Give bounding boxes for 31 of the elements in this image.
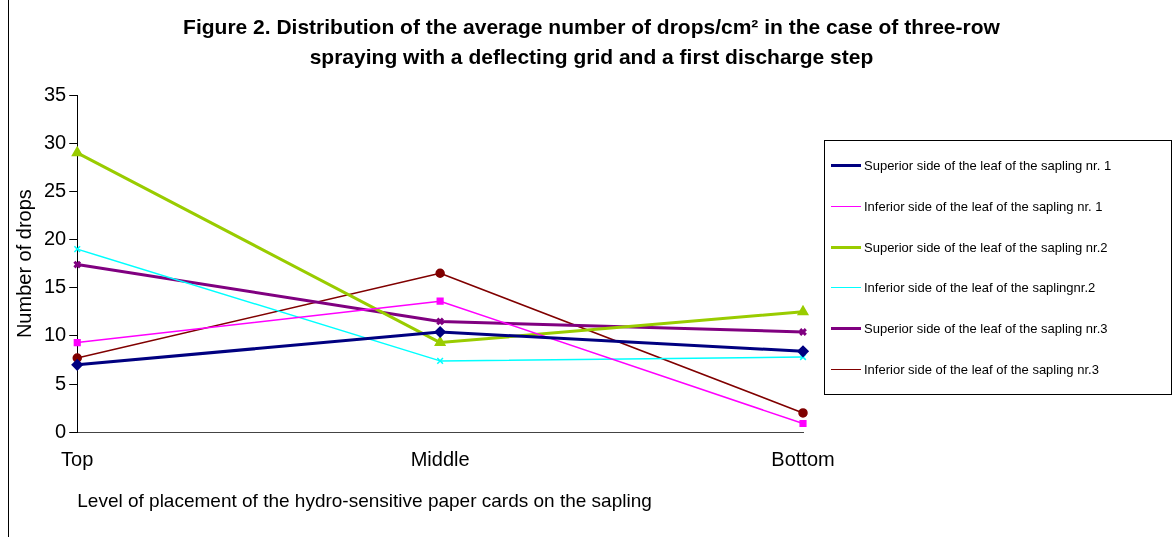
y-tick-label: 15 <box>44 275 67 298</box>
y-tick-label: 0 <box>55 419 67 442</box>
point <box>798 408 808 418</box>
point <box>73 339 81 347</box>
y-tick-label: 35 <box>44 82 67 105</box>
x-tick-label: Middle <box>410 447 470 470</box>
point <box>434 326 446 338</box>
x-axis-title: Level of placement of the hydro-sensitive paper cards on the sapling <box>77 489 652 511</box>
legend-label: Inferior side of the leaf of the saplingnr.2 <box>864 280 1096 296</box>
y-tick-label: 25 <box>44 178 67 201</box>
x-tick-label: Bottom <box>771 447 835 470</box>
point <box>798 306 808 316</box>
y-tick-label: 30 <box>44 130 67 153</box>
legend-label: Inferior side of the leaf of the sapling nr.3 <box>864 362 1099 378</box>
point <box>436 357 444 365</box>
y-tick-label: 5 <box>55 371 67 394</box>
point <box>71 359 83 371</box>
x-tick-label: Top <box>61 447 94 470</box>
point <box>797 345 809 357</box>
legend-label: Inferior side of the leaf of the sapling nr. 1 <box>864 198 1103 214</box>
point <box>435 268 445 278</box>
point <box>799 419 807 428</box>
legend-label: Superior side of the leaf of the sapling nr.3 <box>864 321 1108 337</box>
y-tick-label: 10 <box>44 323 67 346</box>
point <box>435 337 446 347</box>
point <box>436 297 444 305</box>
legend-label: Superior side of the leaf of the sapling nr.2 <box>864 239 1108 255</box>
legend-label: Superior side of the leaf of the sapling nr. 1 <box>864 157 1112 173</box>
y-tick-label: 20 <box>44 227 67 250</box>
y-axis-title: Number of drops <box>12 189 35 339</box>
chart-title: Figure 2. Distribution of the average number of drops/cm² in the case of three-row spraying with a deflecting grid and a first discharge step <box>182 14 1001 70</box>
